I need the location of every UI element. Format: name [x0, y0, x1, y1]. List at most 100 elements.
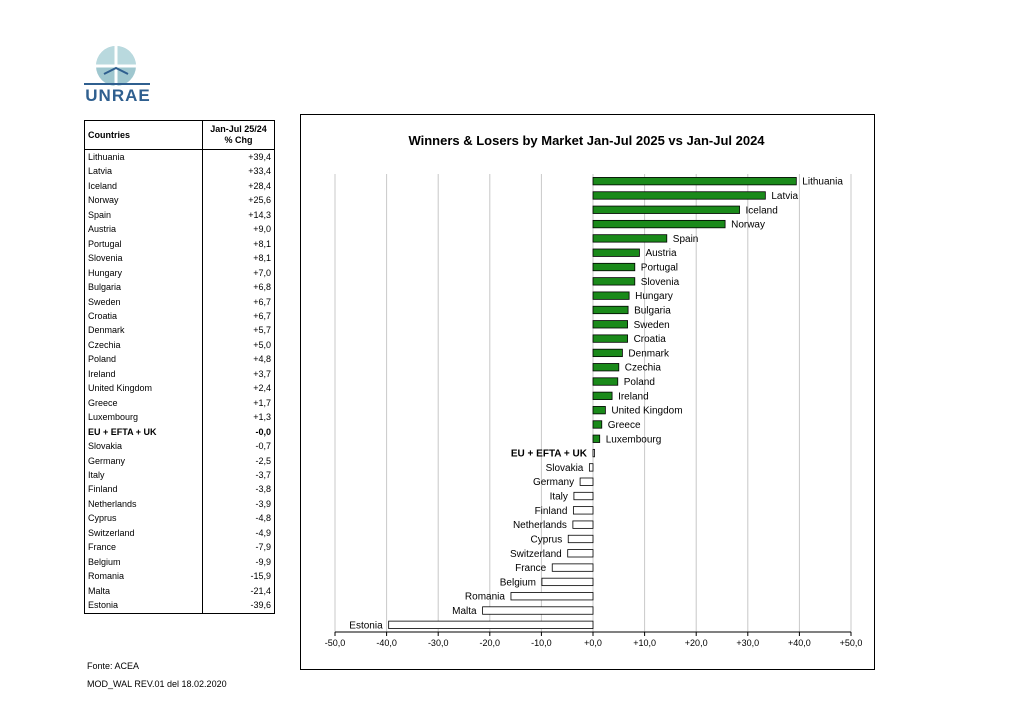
- country-cell: France: [84, 540, 203, 555]
- table-row: Denmark +5,7: [84, 323, 275, 338]
- table-row: Slovenia +8,1: [84, 251, 275, 266]
- x-tick-label: +10,0: [633, 638, 656, 648]
- table-row: Malta -21,4: [84, 583, 275, 599]
- table-row: Estonia -39,6: [84, 598, 275, 613]
- change-cell: +6,8: [253, 282, 271, 293]
- globe-icon: [84, 46, 150, 86]
- bar-category-label: Cyprus: [531, 534, 563, 545]
- table-row: Spain +14,3: [84, 207, 275, 223]
- unrae-logo: [82, 44, 154, 106]
- bar: [592, 291, 630, 300]
- bar-category-label: Norway: [731, 220, 765, 231]
- bar-category-label: Lithuania: [802, 177, 843, 188]
- table-row: Belgium -9,9: [84, 554, 275, 570]
- change-cell: +6,7: [253, 296, 271, 307]
- country-cell: Croatia: [84, 308, 203, 324]
- change-cell: -39,6: [250, 600, 271, 611]
- country-cell: Lithuania: [84, 149, 203, 165]
- change-cell: -3,7: [255, 469, 271, 480]
- bar-category-label: Slovenia: [641, 277, 680, 288]
- change-cell: +14,3: [248, 209, 271, 220]
- country-cell: Latvia: [84, 164, 203, 179]
- countries-table: Countries Jan-Jul 25/24 % Chg Lithuania +…: [84, 120, 275, 614]
- table-row: Hungary +7,0: [84, 265, 275, 281]
- country-cell: Cyprus: [84, 511, 203, 526]
- change-cell: +5,7: [253, 325, 271, 336]
- x-tick-label: +30,0: [736, 638, 759, 648]
- country-cell: Slovenia: [84, 251, 203, 266]
- bar: [551, 563, 594, 572]
- table-row: Croatia +6,7: [84, 308, 275, 324]
- country-cell: Hungary: [84, 265, 203, 281]
- chart-frame: [300, 114, 875, 670]
- bar: [482, 606, 594, 615]
- country-cell: Poland: [84, 352, 203, 367]
- bar: [592, 177, 797, 186]
- bar: [592, 391, 613, 400]
- table-row: Finland -3,8: [84, 482, 275, 497]
- table-row: Romania -15,9: [84, 569, 275, 584]
- bar-category-label: Finland: [535, 506, 568, 517]
- table-row: Latvia +33,4: [84, 164, 275, 179]
- change-cell: +33,4: [248, 166, 271, 177]
- change-cell: -4,9: [255, 527, 271, 538]
- x-tick-label: -40,0: [376, 638, 397, 648]
- bar-category-label: Germany: [533, 477, 574, 488]
- bar-category-label: Denmark: [628, 348, 670, 359]
- header-countries: Countries: [84, 120, 203, 150]
- change-cell: -4,8: [255, 513, 271, 524]
- bar: [592, 363, 620, 372]
- bar-category-label: EU + EFTA + UK: [511, 449, 588, 460]
- country-cell: Spain: [84, 207, 203, 223]
- bar: [592, 277, 636, 286]
- country-cell: United Kingdom: [84, 381, 203, 396]
- table-row: Cyprus -4,8: [84, 511, 275, 526]
- table-row: EU + EFTA + UK -0,0: [84, 424, 275, 440]
- bar: [592, 377, 619, 386]
- bar: [567, 534, 594, 544]
- country-cell: Switzerland: [84, 525, 203, 541]
- bar: [541, 577, 594, 587]
- bar-category-label: Italy: [550, 492, 568, 503]
- change-cell: +1,7: [253, 397, 271, 408]
- table-row: Portugal +8,1: [84, 236, 275, 252]
- country-cell: Belgium: [84, 554, 203, 570]
- change-cell: -2,5: [255, 455, 271, 466]
- country-cell: Italy: [84, 467, 203, 483]
- bar-category-label: Austria: [645, 248, 677, 259]
- change-cell: -21,4: [250, 585, 271, 596]
- bar: [592, 248, 640, 257]
- bar-category-label: Netherlands: [513, 520, 567, 531]
- bar: [592, 219, 726, 229]
- table-row: Luxembourg +1,3: [84, 410, 275, 425]
- bar-category-label: Spain: [673, 234, 699, 245]
- country-cell: Iceland: [84, 178, 203, 194]
- change-cell: +5,0: [253, 339, 271, 350]
- change-cell: +28,4: [248, 180, 271, 191]
- country-cell: Ireland: [84, 366, 203, 382]
- change-cell: -15,9: [250, 571, 271, 582]
- change-cell: -0,0: [255, 426, 271, 437]
- country-cell: Estonia: [84, 598, 203, 613]
- logo-text: UNRAE: [85, 86, 151, 105]
- bar: [592, 191, 766, 200]
- table-row: Austria +9,0: [84, 222, 275, 237]
- country-cell: Austria: [84, 222, 203, 237]
- bar: [588, 463, 594, 472]
- x-tick-label: -10,0: [531, 638, 552, 648]
- bar: [592, 448, 595, 458]
- country-cell: Finland: [84, 482, 203, 497]
- bar-category-label: Ireland: [618, 391, 649, 402]
- table-row: Iceland +28,4: [84, 178, 275, 194]
- bar-category-label: Bulgaria: [634, 305, 671, 316]
- bar-category-label: Luxembourg: [606, 434, 662, 445]
- bar-category-label: Iceland: [746, 205, 778, 216]
- country-cell: EU + EFTA + UK: [84, 424, 203, 440]
- country-cell: Luxembourg: [84, 410, 203, 425]
- change-cell: +6,7: [253, 310, 271, 321]
- bar: [592, 262, 636, 272]
- country-cell: Czechia: [84, 337, 203, 353]
- bar-category-label: Switzerland: [510, 549, 562, 560]
- table-row: Switzerland -4,9: [84, 525, 275, 541]
- change-cell: +9,0: [253, 224, 271, 235]
